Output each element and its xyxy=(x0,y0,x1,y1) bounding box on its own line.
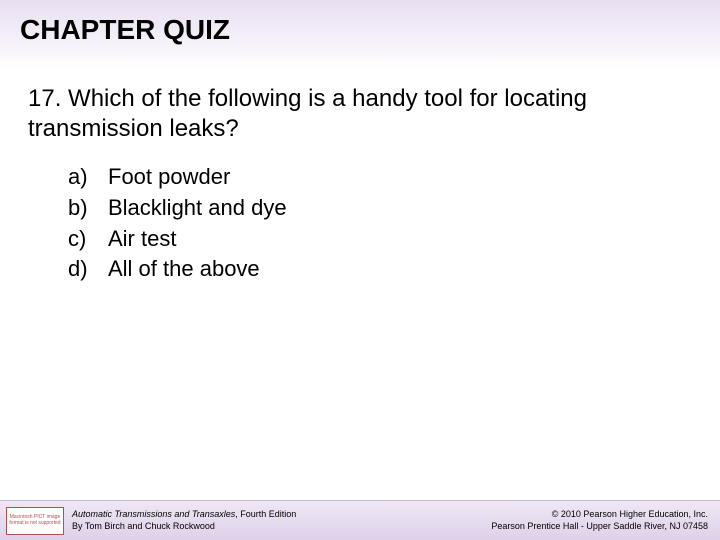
question-number: 17. xyxy=(28,85,61,112)
footer-copyright: © 2010 Pearson Higher Education, Inc. xyxy=(491,509,708,520)
question-body: Which of the following is a handy tool f… xyxy=(28,85,587,142)
title-bar: CHAPTER QUIZ xyxy=(0,0,720,68)
option-text: Foot powder xyxy=(108,162,230,193)
footer-edition: , Fourth Edition xyxy=(235,509,296,519)
question-text: 17. Which of the following is a handy to… xyxy=(28,84,692,144)
option-letter: c) xyxy=(68,224,108,255)
page-title: CHAPTER QUIZ xyxy=(20,14,700,46)
footer-book-title: Automatic Transmissions and Transaxles xyxy=(72,509,235,519)
footer-book-info: Automatic Transmissions and Transaxles, … xyxy=(72,509,296,532)
option-text: Blacklight and dye xyxy=(108,193,287,224)
option-text: All of the above xyxy=(108,254,260,285)
footer-bar: Macintosh PICT image format is not suppo… xyxy=(0,500,720,540)
pict-placeholder-icon: Macintosh PICT image format is not suppo… xyxy=(6,507,64,535)
option-b: b) Blacklight and dye xyxy=(68,193,692,224)
options-list: a) Foot powder b) Blacklight and dye c) … xyxy=(28,162,692,285)
footer-publisher: Pearson Prentice Hall - Upper Saddle Riv… xyxy=(491,521,708,532)
option-a: a) Foot powder xyxy=(68,162,692,193)
option-d: d) All of the above xyxy=(68,254,692,285)
footer-authors: By Tom Birch and Chuck Rockwood xyxy=(72,521,296,532)
option-c: c) Air test xyxy=(68,224,692,255)
option-letter: a) xyxy=(68,162,108,193)
content-area: 17. Which of the following is a handy to… xyxy=(0,68,720,285)
option-letter: b) xyxy=(68,193,108,224)
option-letter: d) xyxy=(68,254,108,285)
footer-left: Macintosh PICT image format is not suppo… xyxy=(6,507,296,535)
footer-book-title-line: Automatic Transmissions and Transaxles, … xyxy=(72,509,296,520)
footer-right: © 2010 Pearson Higher Education, Inc. Pe… xyxy=(491,509,708,532)
option-text: Air test xyxy=(108,224,176,255)
